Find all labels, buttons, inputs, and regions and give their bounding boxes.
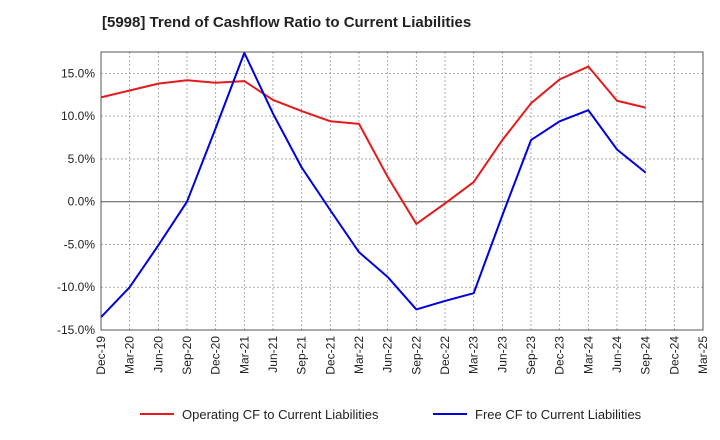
x-tick-label: Dec-19 [94, 336, 108, 375]
x-tick-label: Dec-20 [209, 336, 223, 375]
plot-background [101, 52, 703, 330]
x-tick-label: Sep-21 [295, 336, 309, 375]
x-tick-label: Sep-24 [639, 336, 653, 375]
legend-label: Operating CF to Current Liabilities [182, 407, 379, 422]
plot-border [100, 51, 704, 331]
series-line [100, 65, 646, 225]
x-tick-label: Dec-21 [323, 336, 337, 375]
y-tick-label: -10.0% [57, 280, 95, 294]
x-tick-label: Jun-21 [266, 336, 280, 373]
plot-area [101, 52, 703, 330]
x-tick-label: Dec-23 [553, 336, 567, 375]
x-tick-label: Jun-20 [151, 336, 165, 373]
y-tick-label: -15.0% [57, 323, 95, 337]
x-tick-label: Sep-20 [180, 336, 194, 375]
x-tick-label: Dec-22 [438, 336, 452, 375]
y-tick-label: 15.0% [61, 66, 95, 80]
x-tick-label: Mar-22 [352, 336, 366, 374]
series-lines [100, 51, 647, 318]
x-tick-label: Dec-24 [667, 336, 681, 375]
x-tick-label: Mar-24 [581, 336, 595, 374]
series-line [100, 51, 647, 318]
axes: 15.0% 10.0% 5.0% 0.0% -5.0% -10.0% -15.0%Dec-1… [57, 51, 710, 375]
x-tick-label: Jun-22 [381, 336, 395, 373]
y-tick-label: -5.0% [64, 237, 96, 251]
x-tick-label: Mar-21 [237, 336, 251, 374]
x-tick-label: Sep-23 [524, 336, 538, 375]
y-tick-label: 5.0% [68, 152, 96, 166]
y-tick-label: 10.0% [61, 109, 95, 123]
chart-title: [5998] Trend of Cashflow Ratio to Curren… [102, 14, 472, 31]
x-tick-label: Mar-20 [123, 336, 137, 374]
x-tick-label: Jun-24 [610, 336, 624, 373]
x-tick-label: Mar-25 [696, 336, 710, 374]
legend-label: Free CF to Current Liabilities [475, 407, 642, 422]
x-tick-label: Sep-22 [409, 336, 423, 375]
x-tick-label: Jun-23 [495, 336, 509, 373]
legend: Operating CF to Current Liabilities Free … [140, 407, 642, 422]
y-tick-label: 0.0% [68, 195, 96, 209]
x-tick-label: Mar-23 [467, 336, 481, 374]
